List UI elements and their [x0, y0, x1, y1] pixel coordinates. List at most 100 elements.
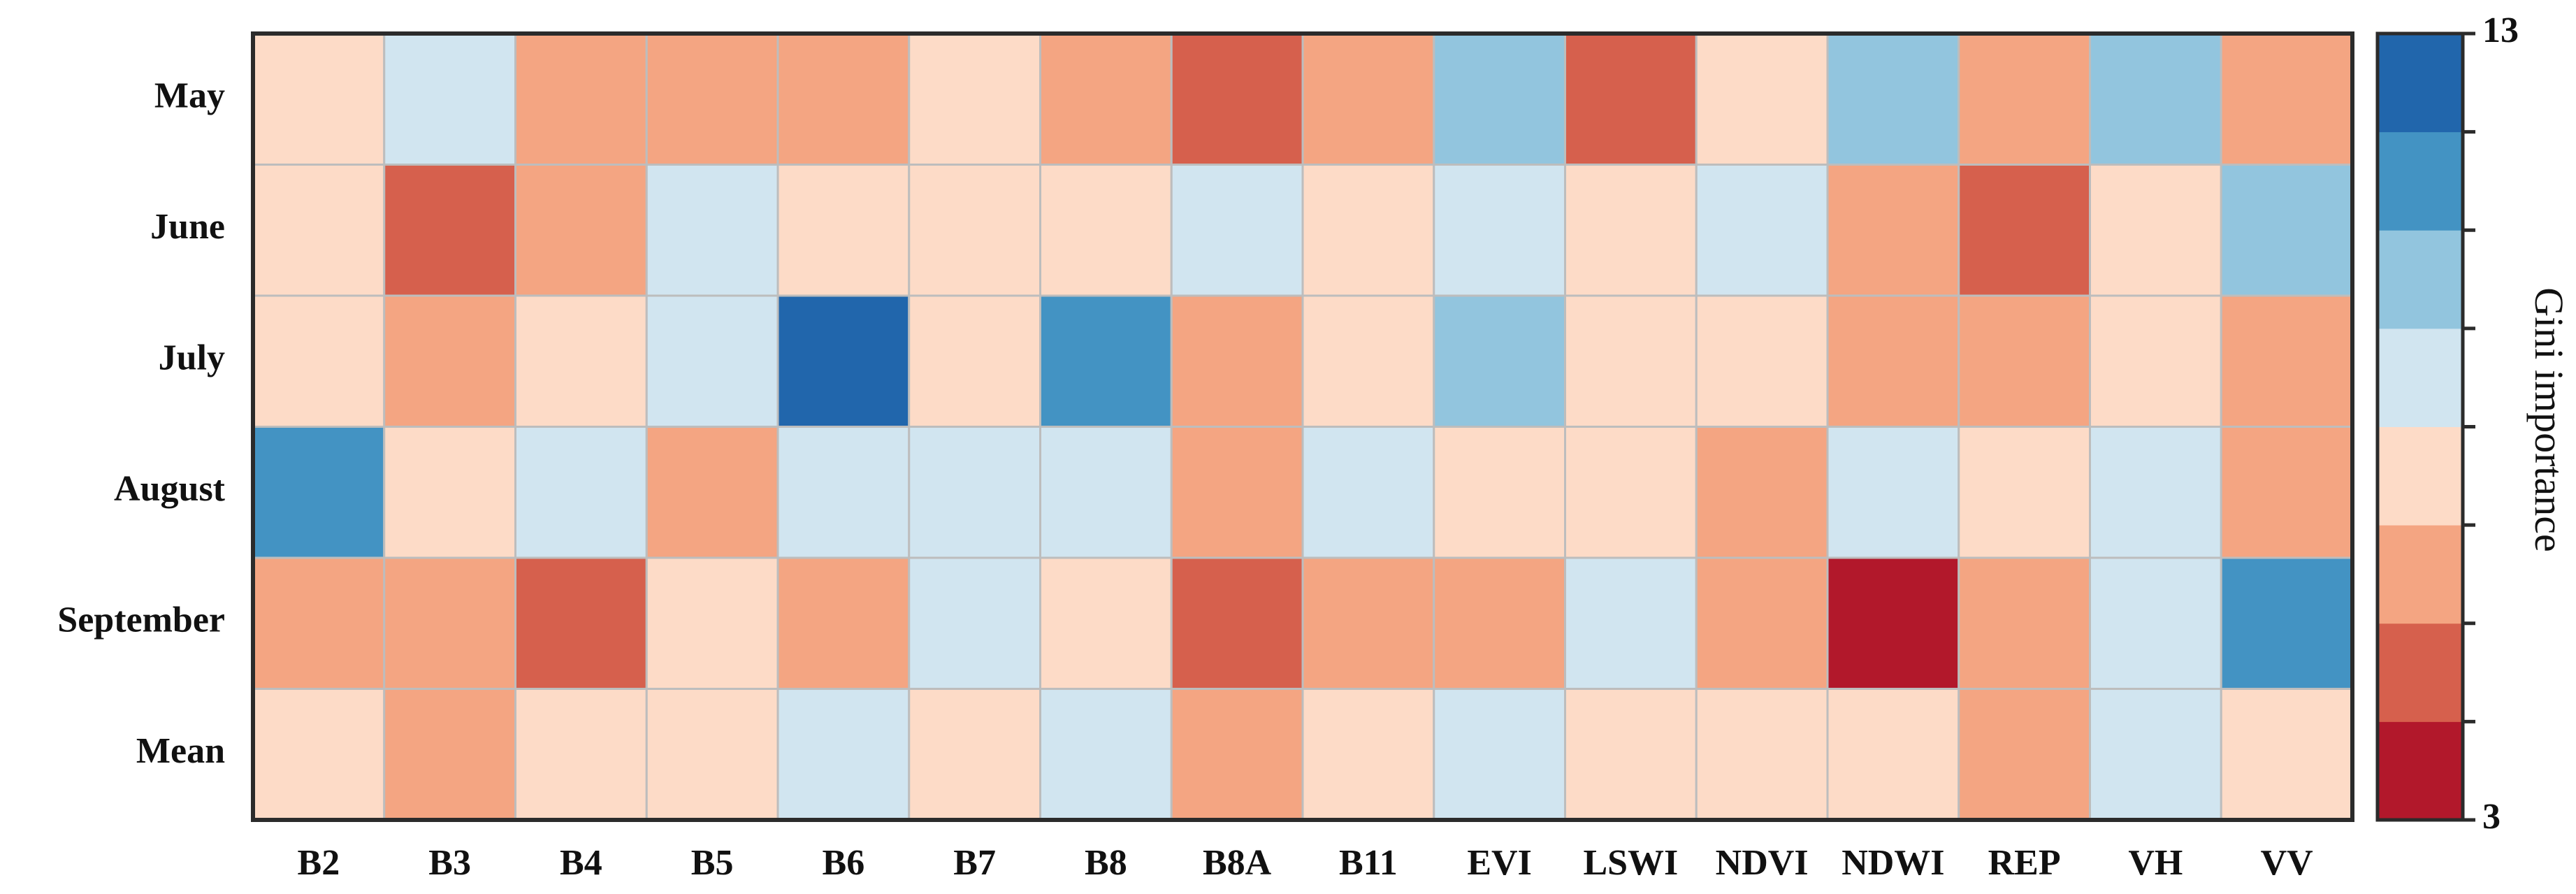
- heatmap-cell: [1826, 294, 1960, 428]
- column-tick-labels: B2 B3 B4 B5 B6 B7 B8 B8A B11 EVI LSWI NDVI NDWI REP VH…: [298, 843, 2313, 883]
- column-tick-label: B8: [1085, 843, 1127, 883]
- heatmap-cell: [514, 294, 648, 428]
- heatmap-cell: [1039, 294, 1173, 428]
- heatmap-cell: [1826, 32, 1960, 166]
- column-tick-label: VH: [2128, 843, 2183, 883]
- heatmap-cell: [908, 426, 1041, 559]
- colorbar-segment: [2378, 623, 2463, 722]
- colorbar-label: Gini importance: [2526, 287, 2572, 552]
- heatmap-cell: [908, 688, 1041, 821]
- heatmap-cell: [1170, 294, 1304, 428]
- colorbar-segment: [2378, 328, 2463, 427]
- heatmap-cell: [645, 556, 779, 690]
- heatmap-cell: [383, 556, 516, 690]
- heatmap-cell: [1958, 294, 2091, 428]
- column-tick-label: B7: [953, 843, 996, 883]
- heatmap-cell: [1958, 556, 2091, 690]
- column-tick-label: NDVI: [1716, 843, 1809, 883]
- heatmap-cell: [776, 556, 911, 690]
- heatmap-cell: [2220, 32, 2354, 166]
- heatmap-cell: [514, 688, 648, 821]
- row-tick-labels: May June July August September Mean: [57, 76, 225, 772]
- column-tick-label: B6: [823, 843, 865, 883]
- heatmap-cell: [514, 164, 648, 297]
- heatmap-cell: [1564, 294, 1698, 428]
- heatmap-cell: [383, 32, 516, 166]
- heatmap-cell: [252, 556, 386, 690]
- heatmap-cell: [1039, 426, 1173, 559]
- colorbar: 13 3: [2375, 10, 2519, 837]
- heatmap-cell: [2220, 688, 2354, 821]
- heatmap-cell: [2089, 32, 2222, 166]
- heatmap-cell: [514, 556, 648, 690]
- heatmap-cell: [645, 32, 779, 166]
- heatmap-cell: [1433, 556, 1566, 690]
- heatmap-cell: [1170, 426, 1304, 559]
- colorbar-segment: [2378, 230, 2463, 329]
- heatmap-cell: [1433, 294, 1566, 428]
- heatmap-cell: [2089, 688, 2222, 821]
- heatmap-cell: [1039, 32, 1173, 166]
- column-tick-label: NDWI: [1841, 843, 1944, 883]
- row-tick-label: May: [154, 76, 225, 116]
- colorbar-segment: [2378, 721, 2463, 821]
- heatmap-cell: [1301, 426, 1435, 559]
- heatmap-cell: [1826, 164, 1960, 297]
- column-tick-label: B4: [560, 843, 602, 883]
- heatmap-cell: [1695, 426, 1829, 559]
- heatmap-cell: [1826, 688, 1960, 821]
- heatmap-cell: [2220, 164, 2354, 297]
- heatmap-cell: [1170, 32, 1304, 166]
- heatmap-cell: [1695, 32, 1829, 166]
- heatmap-cell: [1564, 426, 1698, 559]
- heatmap-cell: [1433, 426, 1566, 559]
- heatmap-cell: [645, 164, 779, 297]
- column-tick-label: EVI: [1467, 843, 1531, 883]
- heatmap-cell: [252, 164, 386, 297]
- heatmap-cell: [1301, 294, 1435, 428]
- heatmap-cell: [2089, 164, 2222, 297]
- heatmap-cell: [252, 32, 386, 166]
- heatmap-cell: [514, 426, 648, 559]
- heatmap-cell: [1433, 32, 1566, 166]
- heatmap-cell: [2220, 556, 2354, 690]
- colorbar-segment: [2378, 131, 2463, 231]
- column-tick-label: B5: [691, 843, 734, 883]
- plot-frame: [251, 31, 2354, 822]
- colorbar-tick-label: 13: [2482, 10, 2519, 50]
- colorbar-segment: [2378, 426, 2463, 526]
- colorbar-tick-label: 3: [2482, 797, 2501, 837]
- heatmap-cell: [1564, 164, 1698, 297]
- colorbar-segment: [2378, 525, 2463, 624]
- heatmap-cell: [1695, 294, 1829, 428]
- heatmap-cell: [514, 32, 648, 166]
- heatmap-cell: [1564, 556, 1698, 690]
- heatmap-cell: [383, 688, 516, 821]
- heatmap-cell: [776, 688, 911, 821]
- heatmap-cell: [1039, 688, 1173, 821]
- heatmap-cell: [1826, 426, 1960, 559]
- heatmap-cell: [1695, 556, 1829, 690]
- heatmap-cell: [252, 426, 386, 559]
- heatmap-cell: [383, 294, 516, 428]
- heatmap-cell: [1170, 688, 1304, 821]
- heatmap-cell: [2089, 556, 2222, 690]
- heatmap-cell: [1564, 688, 1698, 821]
- heatmap-cell: [383, 164, 516, 297]
- column-tick-label: VV: [2261, 843, 2313, 883]
- column-tick-label: B8A: [1203, 843, 1272, 883]
- heatmap-cell: [2089, 294, 2222, 428]
- row-tick-label: August: [114, 469, 226, 509]
- heatmap-cell: [1826, 556, 1960, 690]
- heatmap-cell: [1039, 556, 1173, 690]
- heatmap-cell: [252, 294, 386, 428]
- row-tick-label: June: [150, 207, 225, 247]
- heatmap-cell: [776, 164, 911, 297]
- heatmap-cell: [1301, 32, 1435, 166]
- heatmap-cell: [2220, 426, 2354, 559]
- column-tick-label: B3: [428, 843, 471, 883]
- heatmap-cell: [645, 688, 779, 821]
- heatmap-cell: [1301, 164, 1435, 297]
- heatmap-cell: [2220, 294, 2354, 428]
